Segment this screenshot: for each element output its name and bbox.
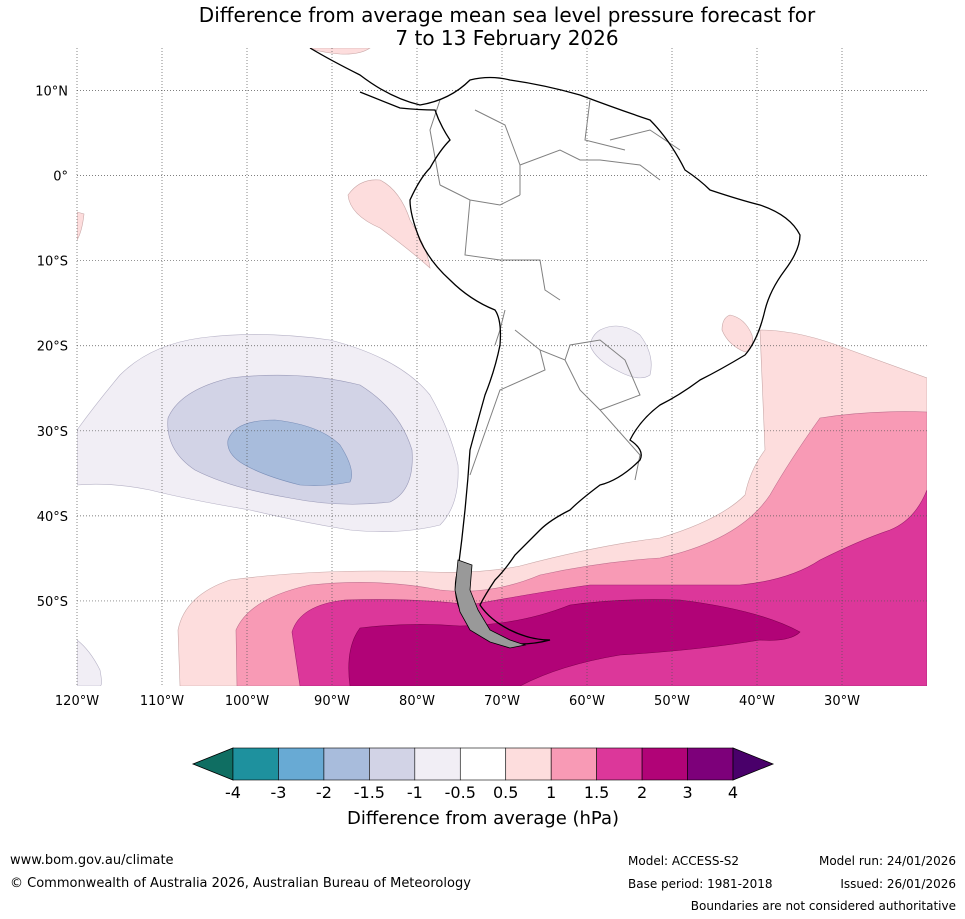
lon-label: 80°W (399, 694, 435, 709)
latitude-labels: 10°N 0° 10°S 20°S 30°S 40°S 50°S (35, 85, 68, 610)
colorbar-tick: 2 (637, 783, 647, 802)
lon-label: 30°W (824, 694, 860, 709)
colorbar-tick: 4 (728, 783, 738, 802)
colorbar-swatch (459, 747, 507, 781)
website-text: www.bom.gov.au/climate (10, 853, 174, 868)
model-text: Model: ACCESS-S2 (628, 854, 740, 868)
lat-label: 0° (53, 170, 68, 185)
model-run-text: Model run: 24/01/2026 (818, 854, 956, 868)
colorbar-swatch (278, 747, 325, 781)
longitude-labels: 120°W 110°W 100°W 90°W 80°W 70°W 60°W 50°W 40°W 3… (55, 694, 860, 709)
contour-neg0.5-brazil (589, 325, 652, 379)
colorbar-extend-low (191, 747, 234, 781)
south-america-coastline (309, 48, 801, 649)
map-title: Difference from average mean sea level p… (0, 4, 965, 50)
colorbar-swatch (550, 747, 597, 781)
lon-label: 110°W (140, 694, 184, 709)
title-line-2: 7 to 13 February 2026 (395, 26, 619, 50)
contour-neg0.5-southwest (77, 639, 102, 686)
colorbar-swatch (323, 747, 370, 781)
colorbar-swatch (414, 747, 461, 781)
lon-label: 120°W (55, 694, 99, 709)
lat-label: 20°S (37, 340, 68, 355)
colorbar-tick: -4 (225, 783, 241, 802)
colorbar-tick: -1 (407, 783, 423, 802)
colorbar-swatch (232, 747, 279, 781)
lon-label: 100°W (225, 694, 269, 709)
disclaimer-text: Boundaries are not considered authoritat… (690, 899, 956, 913)
lat-label: 40°S (37, 510, 68, 525)
contour-0.5-northeast (721, 314, 753, 353)
colorbar-swatch (369, 747, 416, 781)
colorbar-swatch (596, 747, 643, 781)
lon-label: 40°W (739, 694, 775, 709)
contour-neg1.5-west (227, 419, 352, 486)
title-line-1: Difference from average mean sea level p… (198, 3, 816, 27)
colorbar: -4 -3 -2 -1.5 -1 -0.5 0.5 1 1.5 2 3 4 (191, 747, 775, 802)
colorbar-tick: -1.5 (354, 783, 385, 802)
colorbar-label: Difference from average (hPa) (346, 808, 620, 829)
issued-text: Issued: 26/01/2026 (840, 877, 956, 891)
lat-label: 10°N (35, 85, 68, 100)
contour-0.5-northtip (309, 48, 371, 55)
lon-label: 70°W (484, 694, 520, 709)
colorbar-swatch (687, 747, 734, 781)
colorbar-tick: -0.5 (445, 783, 476, 802)
copyright-text: © Commonwealth of Australia 2026, Austra… (10, 876, 471, 891)
colorbar-tick: -3 (270, 783, 286, 802)
lat-label: 10°S (37, 255, 68, 270)
colorbar-tick: -2 (316, 783, 332, 802)
colorbar-tick: 1 (546, 783, 556, 802)
graticule (76, 48, 927, 686)
national-borders (429, 99, 681, 481)
lon-label: 60°W (569, 694, 605, 709)
lat-label: 30°S (37, 425, 68, 440)
colorbar-extend-high (732, 747, 775, 781)
colorbar-swatch (505, 747, 552, 781)
contour-0.5-west (77, 211, 85, 241)
colorbar-swatch (641, 747, 688, 781)
colorbar-tick: 3 (682, 783, 692, 802)
patagonia-islands (454, 559, 527, 649)
pressure-anomaly-field (77, 48, 927, 686)
contour-0.5-coastal (347, 179, 431, 269)
colorbar-tick: 1.5 (584, 783, 609, 802)
lat-label: 50°S (37, 595, 68, 610)
lon-label: 90°W (314, 694, 350, 709)
base-period-text: Base period: 1981-2018 (628, 877, 773, 891)
colorbar-tick: 0.5 (493, 783, 518, 802)
lon-label: 50°W (654, 694, 690, 709)
coastline (309, 48, 801, 645)
